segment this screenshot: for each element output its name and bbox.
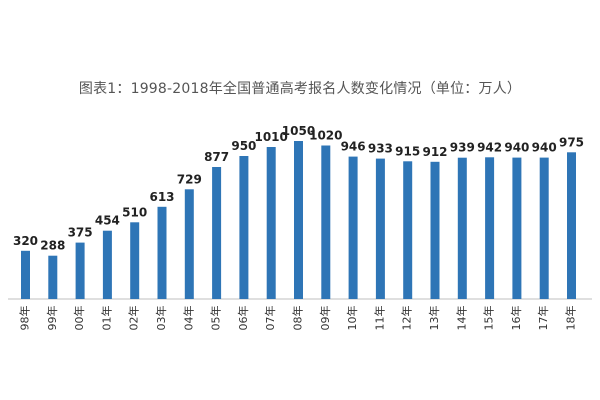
- value-label-12年: 915: [395, 144, 420, 158]
- x-tick-label: 98年: [18, 306, 32, 331]
- value-label-18年: 975: [559, 135, 584, 149]
- x-tick-label: 14年: [454, 306, 468, 331]
- bars-group: [21, 141, 576, 299]
- bar-15年: [485, 157, 495, 299]
- x-tick-label: 06年: [236, 306, 250, 331]
- bar-02年: [130, 222, 140, 299]
- value-labels-group: 320 2883754545106137298779501010105010209…: [13, 124, 584, 253]
- value-label-02年: 510: [122, 205, 147, 219]
- bar-04年: [184, 189, 194, 299]
- bar-07年: [266, 147, 276, 299]
- bar-00年: [75, 242, 85, 299]
- bar-98年: [21, 250, 30, 299]
- bar-99年: [48, 255, 58, 299]
- x-tick-label: 08年: [291, 306, 305, 331]
- x-tick-label: 18年: [564, 306, 578, 331]
- chart-title: 图表1：1998-2018年全国普通高考报名人数变化情况（单位：万人）: [78, 81, 522, 97]
- bar-12年: [403, 161, 413, 299]
- value-label-16年: 940: [504, 141, 529, 155]
- bar-08年: [294, 141, 303, 299]
- x-tick-label: 01年: [99, 306, 113, 331]
- value-label-13年: 912: [422, 145, 447, 159]
- x-tick-label: 09年: [318, 306, 332, 331]
- bar-01年: [102, 230, 112, 299]
- value-label-04年: 729: [177, 172, 202, 186]
- value-label-11年: 933: [368, 142, 393, 156]
- value-label-06年: 950: [231, 139, 256, 153]
- x-tick-label: 02年: [127, 306, 141, 331]
- x-tick-label: 13年: [427, 306, 441, 331]
- value-label-17年: 940: [532, 141, 557, 155]
- bar-10年: [348, 156, 358, 299]
- value-label-07年: 1010: [254, 130, 287, 144]
- value-label-14年: 939: [450, 141, 475, 155]
- value-label-15年: 942: [477, 140, 502, 154]
- bar-13年: [430, 161, 440, 299]
- x-tick-label: 17年: [536, 306, 550, 331]
- x-tick-label: 00年: [72, 306, 86, 331]
- bar-05年: [212, 167, 222, 299]
- value-label-98年: 320: [13, 234, 38, 248]
- x-tick-label: 15年: [482, 306, 496, 331]
- bar-17年: [539, 157, 549, 299]
- x-tick-label: 12年: [400, 306, 414, 331]
- x-tick-labels-group: 98年 99年 00年 01年 02年 03年 04年 05年 06年 07年 08年 09年 10年 1…: [18, 306, 578, 331]
- bar-16年: [512, 157, 522, 299]
- bar-11年: [375, 158, 385, 299]
- bar-18年: [567, 152, 576, 299]
- bar-06年: [239, 156, 249, 299]
- x-tick-label: 16年: [509, 306, 523, 331]
- x-tick-label: 04年: [181, 306, 195, 331]
- x-tick-label: 99年: [45, 306, 59, 331]
- value-label-09年: 1020: [309, 129, 342, 143]
- value-label-08年: 1050: [282, 124, 315, 138]
- x-tick-label: 10年: [345, 306, 359, 331]
- value-label-10年: 946: [341, 140, 366, 154]
- bar-14年: [457, 157, 467, 299]
- value-label-99年: 288: [40, 239, 65, 253]
- value-label-05年: 877: [204, 150, 229, 164]
- x-tick-label: 11年: [372, 306, 386, 331]
- bar-09年: [321, 145, 331, 299]
- x-tick-label: 07年: [263, 306, 277, 331]
- value-label-03年: 613: [149, 190, 174, 204]
- bar-03年: [157, 206, 167, 299]
- x-tick-label: 05年: [209, 306, 223, 331]
- value-label-00年: 375: [68, 226, 93, 240]
- value-label-01年: 454: [95, 214, 120, 228]
- x-tick-label: 03年: [154, 306, 168, 331]
